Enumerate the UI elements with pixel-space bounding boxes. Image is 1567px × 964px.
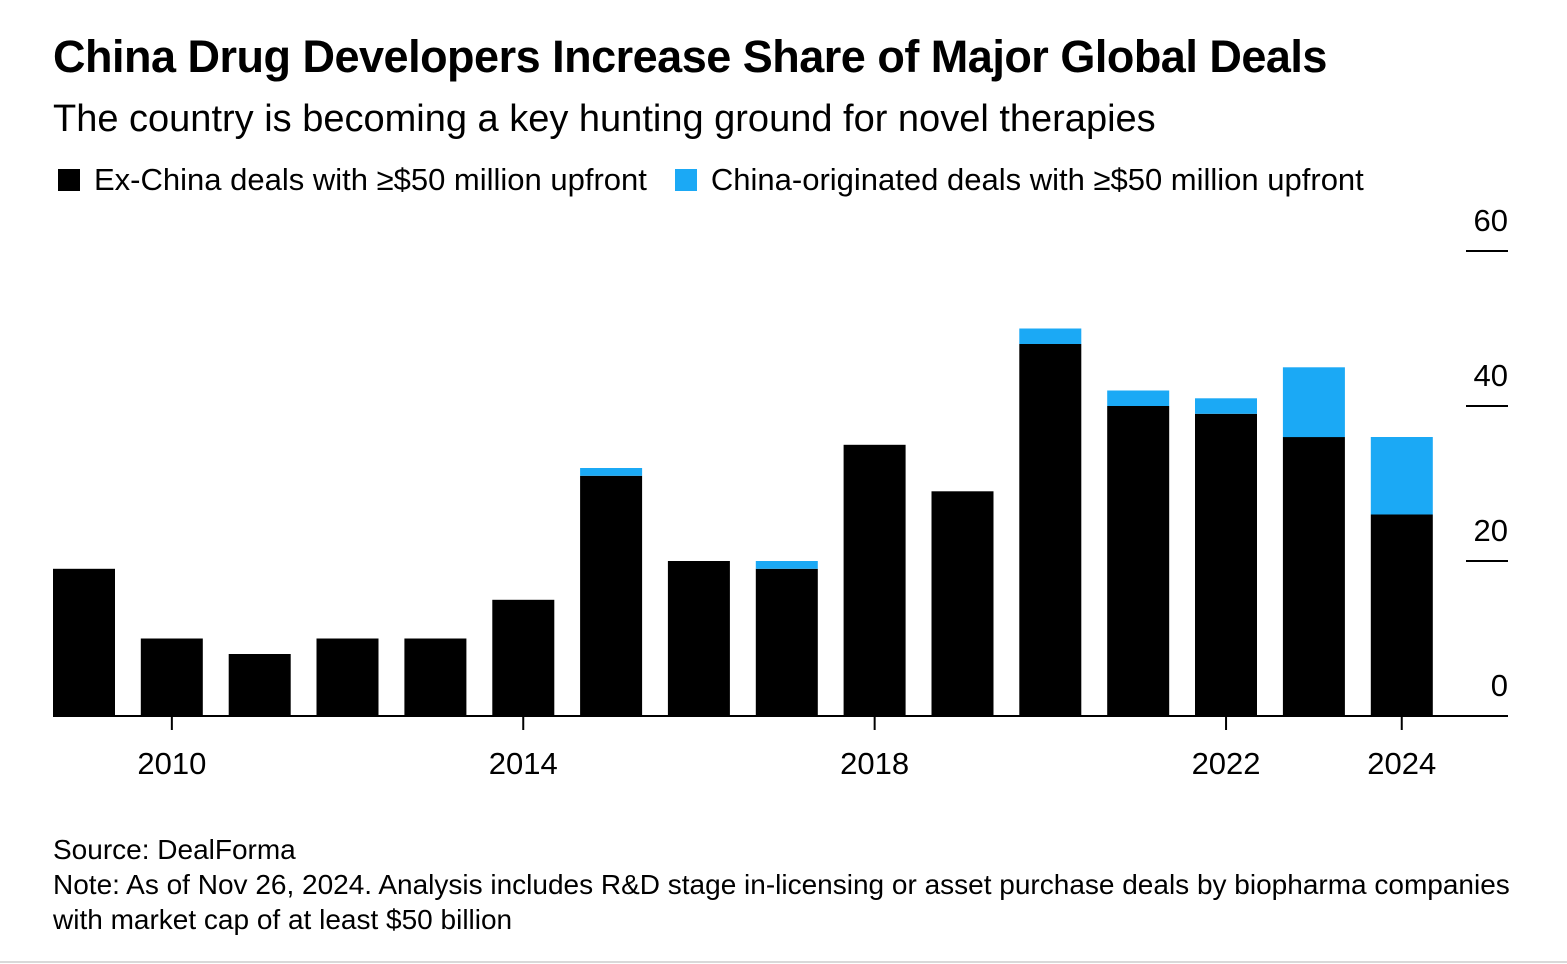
- source-note: Source: DealForma: [53, 834, 296, 865]
- bar-ex-china-2010: [140, 638, 203, 716]
- bar-ex-china-2021: [1107, 406, 1170, 716]
- bar-china-2022: [1195, 398, 1257, 414]
- chart-title: China Drug Developers Increase Share of …: [53, 31, 1327, 82]
- bar-china-2024: [1370, 437, 1433, 515]
- bar-china-2017: [755, 561, 818, 569]
- bar-china-2020: [1019, 328, 1082, 344]
- methodology-note: Note: As of Nov 26, 2024. Analysis inclu…: [53, 869, 1510, 935]
- legend-item-china: China-originated deals with ≥$50 million…: [674, 160, 1364, 200]
- bar-ex-china-2024: [1370, 514, 1433, 716]
- bar-ex-china-2009: [53, 568, 115, 717]
- bar-ex-china-2020: [1019, 344, 1082, 716]
- bar-ex-china-2017: [755, 568, 818, 717]
- chart-subtitle: The country is becoming a key hunting gr…: [53, 98, 1156, 140]
- y-tick-label-20: 20: [1474, 513, 1508, 548]
- bar-ex-china-2011: [228, 654, 291, 716]
- x-tick-label-2018: 2018: [840, 746, 909, 781]
- legend-item-ex-china: Ex-China deals with ≥$50 million upfront: [58, 160, 647, 200]
- y-tick-label-40: 40: [1474, 358, 1508, 393]
- legend-label-china: China-originated deals with ≥$50 million…: [710, 162, 1364, 197]
- chart-footer: Source: DealForma Note: As of Nov 26, 20…: [53, 832, 1513, 937]
- bar-ex-china-2018: [843, 444, 906, 717]
- bar-ex-china-2022: [1195, 413, 1257, 717]
- bar-china-2015: [580, 468, 643, 476]
- bottom-divider: [0, 961, 1567, 963]
- y-tick-label-0: 0: [1491, 668, 1508, 703]
- bar-ex-china-2014: [492, 599, 555, 717]
- bar-china-2021: [1107, 390, 1170, 406]
- bar-ex-china-2016: [667, 561, 730, 716]
- legend-swatch-ex-china: [58, 169, 80, 191]
- y-tick-label-60: 60: [1474, 203, 1508, 238]
- x-tick-label-2024: 2024: [1367, 746, 1436, 781]
- bar-chart: 2010 2014 2018 2022 2024 0 20 40 60: [53, 203, 1508, 781]
- bar-ex-china-2013: [404, 638, 467, 716]
- bar-ex-china-2019: [931, 491, 994, 717]
- bar-ex-china-2023: [1282, 437, 1345, 716]
- bar-ex-china-2012: [316, 638, 379, 716]
- bar-china-2023: [1282, 367, 1345, 438]
- x-tick-label-2010: 2010: [137, 746, 206, 781]
- legend: Ex-China deals with ≥$50 million upfront…: [58, 160, 1392, 200]
- legend-swatch-china: [674, 169, 697, 191]
- x-tick-label-2022: 2022: [1192, 746, 1261, 781]
- legend-label-ex-china: Ex-China deals with ≥$50 million upfront: [94, 162, 647, 197]
- bar-ex-china-2015: [580, 475, 643, 717]
- x-tick-label-2014: 2014: [489, 746, 558, 781]
